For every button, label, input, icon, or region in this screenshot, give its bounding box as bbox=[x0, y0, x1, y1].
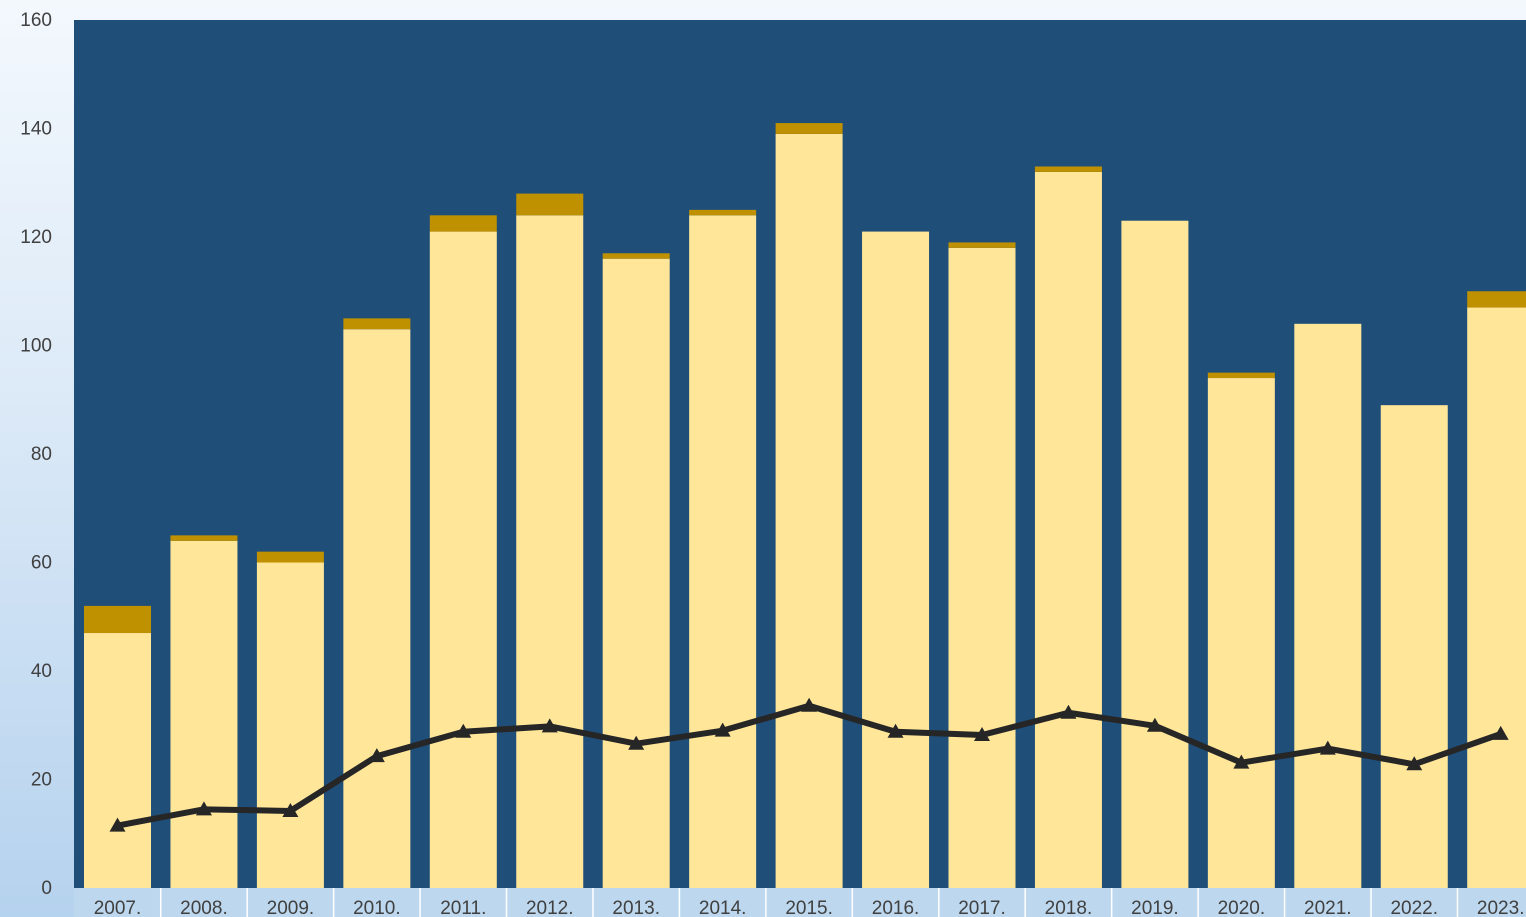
x-tick-label: 2023. bbox=[1477, 898, 1525, 917]
y-tick-label: 140 bbox=[20, 119, 52, 140]
x-tick-label: 2016. bbox=[872, 898, 920, 917]
line-point bbox=[714, 722, 731, 737]
line-point bbox=[541, 718, 558, 733]
y-tick-label: 80 bbox=[31, 444, 52, 465]
bar-segment-main bbox=[343, 329, 411, 889]
y-tick-label: 160 bbox=[20, 10, 52, 31]
x-tick-label: 2013. bbox=[612, 898, 660, 917]
y-tick-label: 40 bbox=[31, 661, 52, 682]
bar-segment-top bbox=[689, 209, 757, 216]
line-point bbox=[1406, 756, 1423, 771]
x-tick-label: 2018. bbox=[1045, 898, 1093, 917]
bar-segment-top bbox=[516, 193, 584, 216]
line-point bbox=[1233, 754, 1250, 769]
y-tick-label: 60 bbox=[31, 553, 52, 574]
bar-segment-main bbox=[1467, 307, 1526, 888]
bar-segment-top bbox=[1467, 291, 1526, 308]
x-axis: 2007. 2008. 2009. 2010. 2011. 2012. 2013. 2014.… bbox=[94, 888, 1525, 917]
bars bbox=[84, 123, 1526, 889]
line-point bbox=[1060, 704, 1077, 719]
x-tick-label: 2020. bbox=[1218, 898, 1266, 917]
line-point bbox=[195, 801, 212, 816]
bar-segment-top bbox=[775, 123, 843, 134]
x-tick-label: 2015. bbox=[785, 898, 833, 917]
x-tick-label: 2017. bbox=[958, 898, 1006, 917]
bar-segment-main bbox=[170, 540, 238, 888]
x-tick-label: 2021. bbox=[1304, 898, 1352, 917]
line-point bbox=[368, 748, 385, 763]
line-point bbox=[282, 802, 299, 817]
bar-segment-top bbox=[1034, 166, 1102, 172]
line-point bbox=[628, 735, 645, 750]
bar-segment-top bbox=[343, 318, 411, 330]
y-tick-label: 0 bbox=[41, 878, 52, 899]
line-point bbox=[887, 723, 904, 738]
bar-segment-main bbox=[1121, 220, 1189, 889]
y-tick-label: 100 bbox=[20, 336, 52, 357]
bar-segment-top bbox=[256, 551, 324, 563]
y-tick-label: 20 bbox=[31, 770, 52, 791]
x-tick-label: 2011. bbox=[440, 898, 486, 917]
bar-segment-top bbox=[602, 253, 670, 259]
bar-segment-main bbox=[516, 215, 584, 889]
x-tick-label: 2022. bbox=[1390, 898, 1438, 917]
bar-segment-main bbox=[1380, 405, 1448, 888]
bar-segment-top bbox=[948, 242, 1016, 248]
line-series bbox=[109, 697, 1509, 832]
bar-segment-main bbox=[775, 133, 843, 889]
bar-segment-top bbox=[84, 605, 151, 634]
line-point bbox=[109, 817, 126, 832]
bar-segment-main bbox=[689, 215, 757, 889]
bar-segment-main bbox=[429, 231, 497, 888]
bar-segment-top bbox=[429, 215, 497, 232]
line-point bbox=[1146, 717, 1163, 732]
bar-segment-main bbox=[602, 258, 670, 888]
x-tick-label: 2014. bbox=[699, 898, 747, 917]
bar-segment-main bbox=[84, 633, 151, 888]
y-axis: 0 20 40 60 80 100 120 140 160 bbox=[20, 10, 52, 899]
x-tick-label: 2009. bbox=[267, 898, 315, 917]
bar-segment-main bbox=[1207, 378, 1275, 888]
x-tick-label: 2007. bbox=[94, 898, 142, 917]
line-point bbox=[974, 727, 990, 742]
bar-segment-main bbox=[1034, 171, 1102, 888]
x-tick-label: 2008. bbox=[180, 898, 228, 917]
bar-segment-top bbox=[170, 535, 238, 541]
bar-segment-main bbox=[256, 562, 324, 888]
bar-segment-main bbox=[948, 247, 1016, 889]
x-tick-label: 2012. bbox=[526, 898, 574, 917]
y-tick-label: 120 bbox=[20, 227, 52, 248]
line-point bbox=[801, 697, 818, 712]
x-tick-label: 2010. bbox=[353, 898, 401, 917]
x-tick-label: 2019. bbox=[1131, 898, 1179, 917]
bar-segment-main bbox=[862, 231, 930, 888]
line-point bbox=[1319, 740, 1336, 755]
line-point bbox=[455, 723, 472, 738]
bar-segment-top bbox=[1207, 372, 1275, 379]
line-point bbox=[1492, 725, 1509, 740]
bar-segment-main bbox=[1294, 323, 1362, 888]
